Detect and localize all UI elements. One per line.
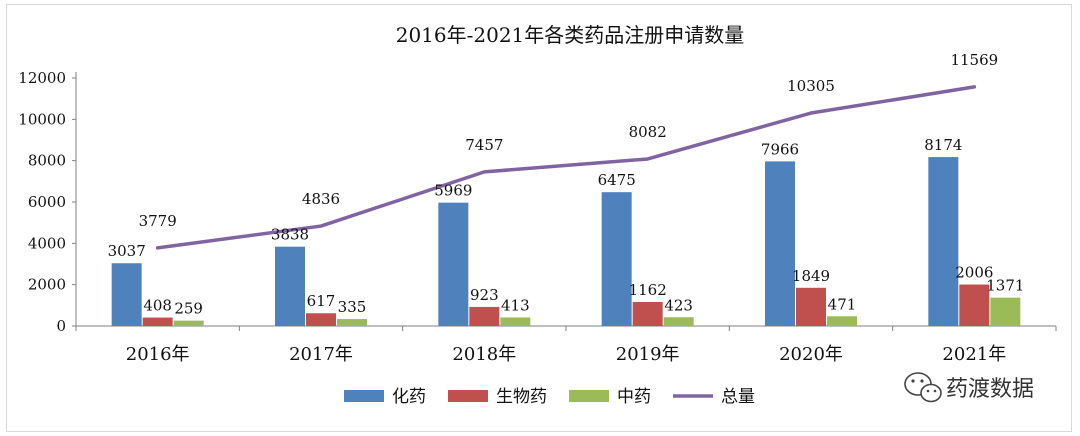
- y-axis: 0 2000 4000 6000 8000 10000 12000: [18, 69, 77, 335]
- bar-value-label: 2006: [955, 264, 993, 282]
- bar-value-label: 1849: [792, 267, 830, 285]
- bar-value-label: 1371: [986, 277, 1024, 295]
- bar-value-label: 8174: [924, 136, 962, 154]
- x-tick-label: 2021年: [942, 344, 1006, 365]
- y-tick-label: 8000: [28, 152, 66, 170]
- bar: [632, 301, 663, 326]
- line-value-label: 7457: [465, 136, 503, 154]
- bar: [111, 263, 142, 326]
- bar: [827, 316, 857, 326]
- bar-value-label: 335: [338, 298, 367, 316]
- bar-value-label: 471: [828, 295, 857, 313]
- legend-swatch: [569, 390, 609, 402]
- y-tick-label: 6000: [28, 193, 66, 211]
- bar: [469, 306, 500, 326]
- bar-value-label: 259: [174, 300, 203, 318]
- line-value-label: 3779: [139, 212, 177, 230]
- line-point: [809, 111, 813, 115]
- total-line-path: [155, 85, 977, 250]
- line-point: [482, 170, 486, 174]
- bar-value-label: 617: [307, 292, 336, 310]
- line-point: [156, 246, 160, 250]
- bar-value-label: 6475: [598, 171, 636, 189]
- line-value-label: 10305: [787, 77, 835, 95]
- bar: [990, 297, 1021, 326]
- bar-value-label: 1162: [629, 281, 667, 299]
- y-tick-label: 10000: [18, 110, 66, 128]
- bar-value-label: 923: [470, 286, 499, 304]
- y-tick-label: 2000: [28, 276, 66, 294]
- bar-value-label: 5969: [434, 182, 472, 200]
- bar: [928, 157, 959, 326]
- bar-value-label: 413: [501, 296, 530, 314]
- x-tick-label: 2017年: [289, 344, 353, 365]
- wechat-icon: [904, 372, 942, 403]
- line-value-label: 8082: [629, 123, 667, 141]
- line-point: [319, 224, 323, 228]
- bar: [337, 319, 367, 326]
- watermark-text: 药渡数据: [946, 377, 1034, 402]
- line-value-label: 11569: [950, 51, 998, 69]
- bar: [959, 284, 990, 326]
- y-tick-label: 4000: [28, 234, 66, 252]
- watermark: 药渡数据: [904, 372, 1034, 403]
- x-tick-label: 2020年: [779, 344, 843, 365]
- bar: [796, 287, 826, 326]
- legend-label: 生物药: [496, 387, 547, 407]
- chart-frame: [6, 4, 1072, 432]
- line-point: [972, 85, 976, 89]
- x-tick-label: 2018年: [452, 344, 516, 365]
- bar-value-label: 7966: [761, 140, 799, 158]
- legend-label: 总量: [721, 387, 755, 407]
- legend-swatch: [448, 390, 488, 402]
- chart-title: 2016年-2021年各类药品注册申请数量: [396, 23, 745, 47]
- x-tick-label: 2019年: [616, 344, 680, 365]
- line-point: [646, 157, 650, 161]
- bars: [111, 157, 1021, 326]
- bar-value-label: 408: [143, 297, 172, 315]
- bar-value-label: 3037: [108, 242, 146, 260]
- line-value-label: 4836: [302, 190, 340, 208]
- bar: [438, 202, 469, 326]
- bar: [500, 317, 531, 326]
- x-tick-label: 2016年: [126, 344, 190, 365]
- legend: 化药 生物药 中药 总量: [344, 387, 755, 407]
- legend-swatch: [344, 390, 384, 402]
- bar: [275, 246, 305, 326]
- bar-value-label: 3838: [271, 226, 309, 244]
- bar: [142, 317, 173, 326]
- y-tick-label: 12000: [18, 69, 66, 87]
- x-axis: 2016年 2017年 2018年 2019年 2020年 2021年: [75, 325, 1057, 365]
- bar: [601, 192, 632, 326]
- bar-value-label: 423: [664, 296, 693, 314]
- bar: [765, 161, 795, 326]
- legend-label: 中药: [617, 387, 651, 407]
- y-tick-label: 0: [56, 317, 66, 335]
- bar: [663, 317, 694, 326]
- bar: [173, 320, 204, 326]
- legend-label: 化药: [392, 387, 426, 407]
- bar: [306, 313, 336, 326]
- total-line: [155, 85, 977, 250]
